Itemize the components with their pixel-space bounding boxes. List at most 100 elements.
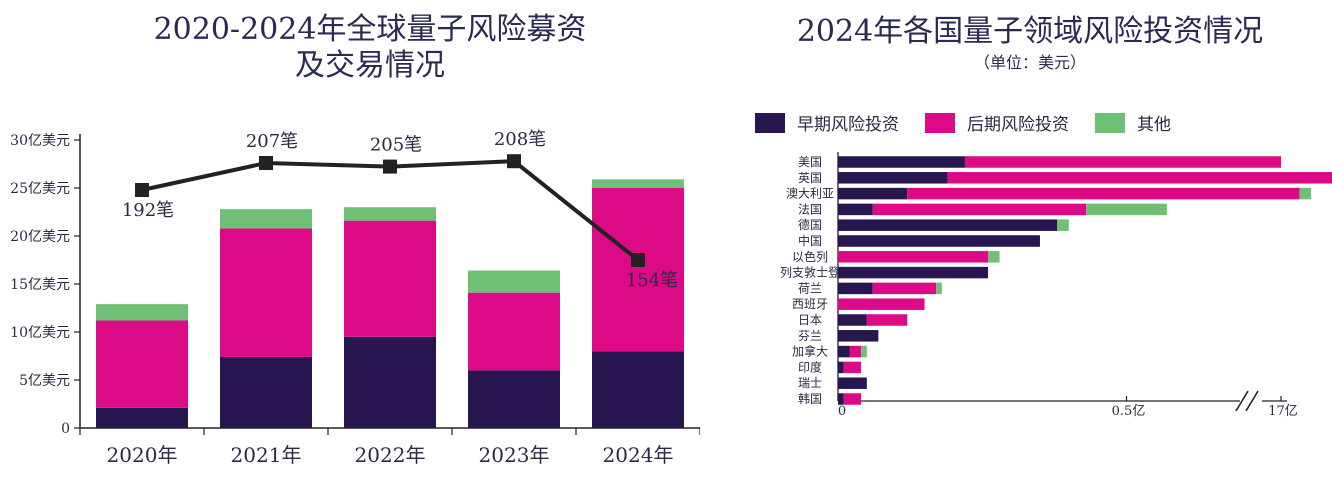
deal-count-label: 154笔 — [626, 270, 678, 291]
country-label: 以色列 — [792, 250, 828, 264]
bar-segment-late — [849, 345, 862, 358]
country-label: 法国 — [798, 202, 822, 216]
bar-segment-other — [1299, 187, 1312, 200]
right-chart-title: 2024年各国量子领域风险投资情况 — [796, 14, 1264, 49]
deal-count-marker — [135, 183, 149, 197]
axis-break-mark — [1235, 390, 1249, 412]
bar-segment-early — [468, 370, 560, 428]
x-tick-label: 2024年 — [603, 443, 674, 467]
country-label: 德国 — [798, 217, 822, 232]
y-tick-label: 5亿美元 — [19, 373, 70, 389]
deal-count-label: 205笔 — [370, 135, 422, 156]
bar-segment-early — [592, 351, 684, 428]
bar-segment-early — [220, 356, 312, 428]
bar-segment-late — [866, 314, 908, 326]
bar-segment-other — [988, 251, 1000, 263]
bar-segment-early — [838, 203, 873, 216]
x-tick-label: 2022年 — [355, 443, 426, 467]
bar-segment-early — [838, 345, 850, 358]
legend-item-other: 其他 — [1095, 110, 1171, 135]
country-label: 韩国 — [798, 391, 822, 406]
bar-segment-other — [1086, 203, 1167, 216]
country-label: 荷兰 — [798, 281, 822, 295]
y-tick-label: 20亿美元 — [10, 229, 70, 245]
bar-segment-late — [964, 156, 1281, 168]
x-tick-label: 17亿 — [1268, 404, 1298, 419]
bar-segment-late — [872, 203, 1087, 216]
left-chart-title: 2020-2024年全球量子风险募资 及交易情况 — [90, 12, 650, 84]
deal-count-label: 208笔 — [494, 129, 546, 150]
x-tick-label: 0 — [838, 404, 846, 419]
bar-segment-late — [907, 187, 1300, 200]
legend-label-other: 其他 — [1137, 115, 1171, 135]
x-tick-label: 0.5亿 — [1112, 404, 1146, 419]
deal-count-label: 192笔 — [122, 200, 174, 221]
bar-segment-early — [344, 336, 436, 428]
country-label: 加拿大 — [792, 344, 828, 359]
left-stacked-bar-line-chart: 0 5亿美元 10亿美元 15亿美元 20亿美元 25亿美元 30亿美元 2020年 2021年… — [10, 129, 700, 467]
bar-segment-early — [838, 187, 908, 200]
country-label: 列支敦士登 — [780, 265, 840, 280]
deal-count-marker — [631, 253, 645, 267]
bar-segment-early — [838, 266, 989, 279]
legend-label-late: 后期风险投资 — [967, 115, 1069, 135]
bar-segment-late — [872, 282, 937, 295]
country-label: 印度 — [798, 359, 822, 374]
deal-count-marker — [507, 154, 521, 169]
bar-segment-late — [344, 220, 436, 337]
bar-segment-late — [947, 172, 1332, 184]
bar-segment-early — [838, 219, 1058, 231]
legend-swatch-early — [755, 112, 785, 133]
y-tick-label: 30亿美元 — [10, 133, 70, 149]
deal-count-marker — [383, 159, 397, 174]
bar-segment-other — [344, 207, 436, 221]
bar-segment-other — [592, 179, 684, 188]
legend: 早期风险投资 后期风险投资 其他 — [755, 110, 1197, 135]
country-label: 美国 — [798, 155, 822, 169]
axis-break-mark — [1245, 390, 1259, 412]
bar-segment-other — [861, 345, 867, 358]
bar-segment-late — [96, 320, 188, 408]
bar-segment-early — [838, 330, 879, 342]
bar-segment-early — [838, 314, 867, 326]
bar-segment-other — [96, 304, 188, 321]
bar-segment-other — [1057, 219, 1069, 231]
bar-segment-late — [838, 251, 989, 263]
country-label: 日本 — [798, 313, 822, 327]
country-label: 中国 — [798, 233, 822, 248]
bar-segment-early — [838, 361, 844, 374]
bar-segment-late — [843, 361, 862, 374]
country-label: 芬兰 — [798, 329, 822, 343]
x-tick-label: 2020年 — [107, 443, 178, 467]
y-tick-label: 15亿美元 — [10, 277, 70, 293]
bar-segment-other — [220, 209, 312, 229]
y-tick-label: 10亿美元 — [10, 325, 70, 341]
bar-segment-late — [838, 298, 925, 310]
x-tick-label: 2023年 — [479, 443, 550, 467]
country-label: 英国 — [798, 171, 822, 185]
bar-segment-other — [936, 282, 942, 295]
x-tick-label: 2021年 — [231, 443, 302, 467]
bar-segment-late — [220, 228, 312, 357]
y-tick-label: 25亿美元 — [10, 181, 70, 197]
bar-segment-early — [838, 172, 948, 184]
bar-segment-late — [843, 393, 862, 405]
legend-swatch-other — [1095, 112, 1125, 133]
country-label: 瑞士 — [798, 376, 822, 390]
bar-segment-early — [96, 407, 188, 428]
bar-segment-early — [838, 377, 867, 389]
bar-segment-early — [838, 282, 873, 295]
legend-swatch-late — [925, 112, 955, 133]
bar-segment-early — [838, 393, 844, 405]
bar-segment-late — [592, 188, 684, 352]
right-chart-subtitle: （单位：美元） — [973, 53, 1086, 72]
bar-segment-early — [838, 156, 965, 168]
country-label: 西班牙 — [792, 297, 828, 311]
bar-segment-early — [838, 235, 1040, 247]
y-tick-label: 0 — [61, 421, 70, 437]
legend-item-early: 早期风险投资 — [755, 110, 899, 135]
legend-item-late: 后期风险投资 — [925, 110, 1069, 135]
left-title-line1: 2020-2024年全球量子风险募资 — [153, 12, 587, 47]
legend-label-early: 早期风险投资 — [797, 115, 899, 135]
deal-count-marker — [259, 156, 273, 170]
